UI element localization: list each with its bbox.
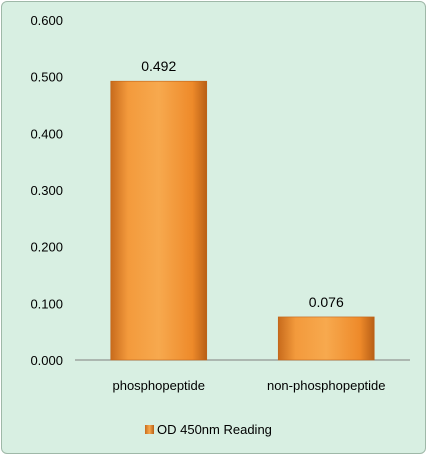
data-label: 0.492: [141, 58, 176, 74]
legend: OD 450nm Reading: [145, 422, 272, 437]
legend-label: OD 450nm Reading: [157, 422, 272, 437]
x-category-label: phosphopeptide: [112, 378, 205, 393]
bar-non-phosphopeptide: [277, 316, 375, 361]
y-tick-label: 0.500: [30, 70, 63, 85]
y-tick-label: 0.600: [30, 13, 63, 28]
y-tick-label: 0.000: [30, 353, 63, 368]
bar-phosphopeptide: [110, 80, 208, 361]
y-tick-label: 0.100: [30, 296, 63, 311]
y-tick-label: 0.300: [30, 183, 63, 198]
x-axis-categories: phosphopeptide non-phosphopeptide: [112, 378, 385, 393]
data-label: 0.076: [309, 294, 344, 310]
y-tick-label: 0.200: [30, 240, 63, 255]
y-tick-label: 0.400: [30, 126, 63, 141]
x-category-label: non-phosphopeptide: [267, 378, 386, 393]
legend-swatch: [145, 425, 154, 434]
bars: 0.492 0.076: [110, 58, 375, 361]
y-axis-ticks: 0.000 0.100 0.200 0.300 0.400 0.500 0.600: [30, 13, 63, 368]
